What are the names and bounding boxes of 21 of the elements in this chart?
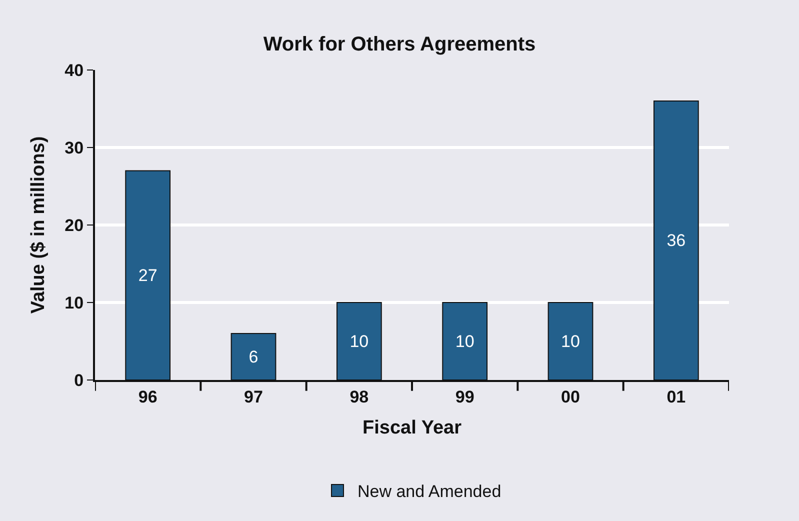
legend-label: New and Amended: [358, 482, 502, 502]
data-label: 10: [350, 332, 369, 351]
x-tick-label: 99: [455, 387, 474, 406]
y-tick-label: 30: [64, 138, 84, 158]
chart-title: Work for Others Agreements: [263, 33, 536, 56]
x-tick-label: 98: [350, 387, 369, 406]
y-axis-title: Value ($ in millions): [28, 136, 50, 314]
x-axis-title: Fiscal Year: [362, 418, 462, 439]
x-tick-label: 00: [561, 387, 580, 406]
y-tick-label: 10: [64, 293, 84, 312]
x-tick-label: 96: [138, 387, 158, 406]
data-label: 27: [138, 266, 158, 285]
y-tick-label: 40: [64, 60, 84, 80]
data-label: 6: [248, 347, 258, 366]
x-tick-label: 01: [666, 387, 686, 406]
x-tick-label: 97: [244, 387, 263, 406]
data-label: 36: [666, 231, 686, 250]
y-tick-label: 20: [64, 216, 84, 235]
data-label: 10: [561, 332, 580, 351]
data-label: 10: [455, 332, 474, 351]
y-tick-label: 0: [74, 370, 84, 390]
